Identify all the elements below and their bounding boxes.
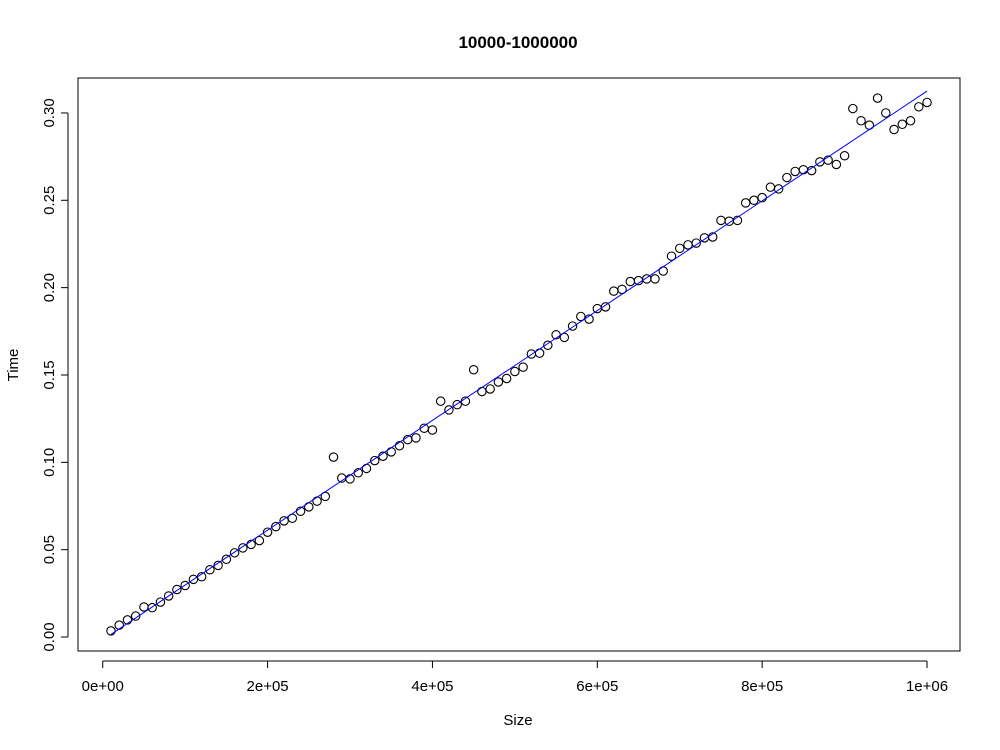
data-point bbox=[510, 366, 520, 377]
y-tick-label: 0.25 bbox=[41, 186, 58, 215]
data-point bbox=[716, 215, 726, 226]
data-point bbox=[534, 348, 545, 358]
x-tick-label: 2e+05 bbox=[247, 678, 289, 695]
data-point bbox=[773, 184, 784, 194]
data-point bbox=[485, 384, 495, 394]
data-point bbox=[625, 276, 636, 287]
data-point bbox=[172, 584, 182, 595]
data-point bbox=[180, 580, 190, 591]
data-point bbox=[666, 251, 677, 261]
y-tick-label: 0.00 bbox=[41, 622, 58, 651]
data-point bbox=[221, 554, 232, 565]
chart-title: 10000-1000000 bbox=[458, 33, 577, 52]
data-point bbox=[106, 626, 116, 636]
data-point bbox=[765, 182, 776, 192]
data-point bbox=[435, 396, 446, 406]
data-point bbox=[567, 321, 578, 331]
data-point bbox=[576, 311, 586, 322]
data-point bbox=[477, 386, 487, 397]
y-tick-label: 0.05 bbox=[41, 535, 58, 564]
data-point bbox=[411, 433, 421, 443]
data-point bbox=[790, 166, 800, 177]
data-point bbox=[650, 274, 660, 284]
data-point bbox=[543, 340, 553, 351]
fit-line bbox=[110, 90, 928, 635]
data-point bbox=[798, 164, 809, 175]
data-point bbox=[155, 597, 166, 607]
data-points bbox=[106, 93, 932, 636]
data-point bbox=[782, 172, 792, 183]
data-point bbox=[188, 574, 199, 585]
data-point bbox=[238, 543, 248, 553]
data-point bbox=[897, 119, 908, 130]
data-point bbox=[304, 502, 314, 512]
data-point bbox=[394, 440, 405, 451]
data-point bbox=[271, 521, 281, 532]
data-point bbox=[740, 198, 751, 208]
data-point bbox=[386, 447, 396, 457]
data-point bbox=[922, 97, 932, 108]
data-point bbox=[674, 243, 685, 254]
data-point bbox=[254, 535, 265, 546]
data-point bbox=[691, 238, 701, 248]
data-point bbox=[493, 377, 504, 387]
data-point bbox=[205, 565, 215, 575]
data-point bbox=[848, 103, 858, 114]
data-point bbox=[889, 124, 899, 135]
data-point bbox=[147, 602, 157, 613]
data-point bbox=[609, 286, 619, 296]
data-point bbox=[262, 527, 273, 537]
data-point bbox=[749, 195, 759, 206]
data-point bbox=[444, 405, 454, 415]
data-point bbox=[130, 611, 141, 621]
data-point bbox=[163, 591, 174, 601]
data-point bbox=[328, 452, 339, 462]
data-point bbox=[279, 516, 289, 526]
data-point bbox=[312, 496, 322, 506]
x-axis-label: Size bbox=[503, 712, 532, 729]
y-axis: 0.00 0.05 0.10 0.15 0.20 0.25 0.30 bbox=[41, 98, 69, 652]
x-tick-label: 8e+05 bbox=[741, 678, 783, 695]
data-point bbox=[881, 108, 891, 118]
data-point bbox=[839, 150, 850, 161]
data-point bbox=[559, 332, 570, 343]
fit-line-group bbox=[110, 90, 928, 635]
x-tick-label: 4e+05 bbox=[411, 678, 453, 695]
data-point bbox=[518, 362, 528, 372]
data-point bbox=[229, 548, 240, 558]
x-tick-label: 6e+05 bbox=[576, 678, 618, 695]
data-point bbox=[856, 116, 866, 126]
data-point bbox=[452, 399, 462, 410]
data-point bbox=[914, 102, 924, 112]
data-point bbox=[831, 159, 842, 170]
data-point bbox=[501, 373, 512, 384]
data-point bbox=[345, 474, 355, 484]
y-tick-label: 0.15 bbox=[41, 360, 58, 389]
data-point bbox=[600, 302, 611, 312]
x-tick-label: 0e+00 bbox=[82, 678, 124, 695]
data-point bbox=[361, 463, 372, 474]
y-tick-label: 0.20 bbox=[41, 273, 58, 302]
x-axis: 0e+00 2e+05 4e+05 6e+05 8e+05 1e+06 bbox=[82, 660, 948, 695]
data-point bbox=[369, 455, 380, 466]
y-tick-label: 0.30 bbox=[41, 98, 58, 127]
data-point bbox=[122, 615, 133, 625]
data-point bbox=[468, 364, 479, 375]
data-point bbox=[114, 620, 124, 630]
x-tick-label: 1e+06 bbox=[906, 678, 948, 695]
data-point bbox=[872, 93, 883, 103]
data-point bbox=[905, 116, 916, 126]
data-point bbox=[427, 425, 438, 435]
y-tick-label: 0.10 bbox=[41, 448, 58, 477]
y-axis-label: Time bbox=[5, 349, 22, 382]
plot-area-frame bbox=[77, 77, 961, 652]
